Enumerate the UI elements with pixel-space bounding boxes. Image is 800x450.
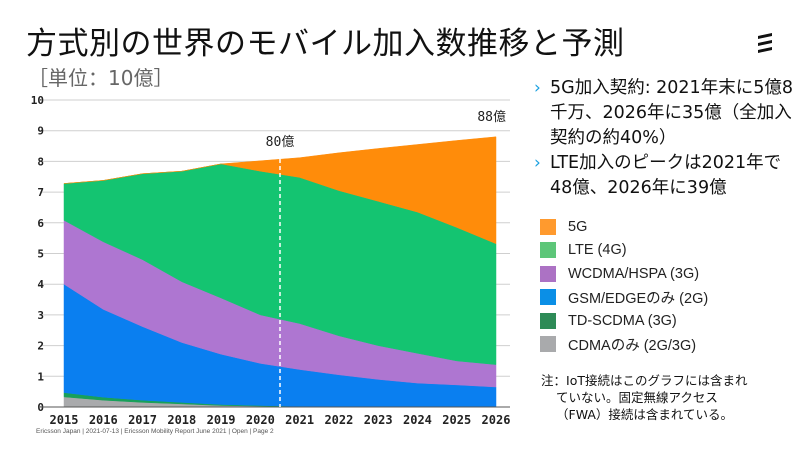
y-tick-label: 4 [37,278,44,291]
chart-legend: 5G LTE (4G) WCDMA/HSPA (3G) GSM/EDGEのみ (… [540,215,708,356]
legend-label: WCDMA/HSPA (3G) [568,265,700,282]
y-tick-label: 10 [31,94,44,107]
y-tick-label: 5 [37,248,44,261]
legend-item-5g: 5G [540,215,708,239]
annotation-88oku: 88億 [477,109,506,125]
legend-swatch [540,242,556,259]
legend-label: TD-SCDMA (3G) [568,312,677,329]
x-tick-label: 2026 [482,413,511,427]
x-tick-label: 2024 [403,413,432,427]
y-tick-label: 9 [37,125,44,138]
legend-swatch [540,289,556,306]
x-tick-label: 2016 [89,413,118,427]
y-tick-label: 1 [37,370,44,383]
x-tick-label: 2023 [364,413,393,427]
legend-item-tdscdma: TD-SCDMA (3G) [540,309,708,333]
footnote: 注：IoT接続はこのグラフには含まれ ていない。固定無線アクセス （FWA）接続… [541,372,791,423]
legend-item-gsm: GSM/EDGEのみ (2G) [540,286,708,310]
key-points: › 5G加入契約: 2021年末に5億8千万、2026年に35億（全加入契約の約… [532,76,794,201]
legend-swatch [540,336,556,353]
note-line: （FWA）接続は含まれている。 [556,407,734,422]
x-tick-label: 2025 [442,413,471,427]
slide-footer: Ericsson Japan | 2021-07-13 | Ericsson M… [36,428,274,435]
bullet-text: 5G加入契約: 2021年末に5億8千万、2026年に35億（全加入契約の約40… [550,78,793,148]
x-tick-label: 2020 [246,413,275,427]
x-tick-label: 2017 [128,413,157,427]
x-tick-label: 2022 [324,413,353,427]
legend-swatch [540,265,556,282]
note-line: IoT接続はこのグラフには含まれ [566,373,748,388]
chevron-right-icon: › [534,153,541,173]
y-tick-label: 6 [37,217,44,230]
legend-label: CDMAのみ (2G/3G) [568,337,697,354]
legend-label: GSM/EDGEのみ (2G) [568,290,709,307]
note-prefix: 注： [541,373,567,388]
bullet-text: LTE加入のピークは2021年で48億、2026年に39億 [550,153,782,198]
note-line: ていない。固定無線アクセス [556,390,718,405]
x-tick-label: 2021 [285,413,314,427]
legend-swatch [540,312,556,329]
legend-item-lte: LTE (4G) [540,239,708,263]
ericsson-logo-icon [758,33,772,53]
stacked-area-chart: 012345678910 201520162017201820192020202… [31,94,511,427]
annotation-80oku: 80億 [266,134,295,150]
x-tick-label: 2019 [207,413,236,427]
legend-item-cdma: CDMAのみ (2G/3G) [540,333,708,357]
bullet-lte: › LTE加入のピークは2021年で48億、2026年に39億 [532,151,794,201]
page-title: 方式別の世界のモバイル加入数推移と予測 [26,26,625,62]
chevron-right-icon: › [534,78,541,98]
y-tick-label: 3 [37,309,44,322]
y-tick-label: 7 [37,186,44,199]
legend-label: LTE (4G) [568,242,627,259]
legend-swatch [540,218,556,235]
legend-label: 5G [568,218,588,235]
x-axis-ticks: 2015 2016 2017 2018 2019 2020 2021 2022 2023 2024… [50,413,511,427]
bullet-5g: › 5G加入契約: 2021年末に5億8千万、2026年に35億（全加入契約の約… [532,76,794,151]
area-5g [63,136,497,245]
y-axis-ticks: 012345678910 [31,94,45,414]
x-tick-label: 2018 [167,413,196,427]
unit-label: ［単位：10億］ [28,66,174,90]
x-tick-label: 2015 [50,413,79,427]
y-tick-label: 2 [37,340,44,353]
y-tick-label: 8 [37,155,44,168]
legend-item-wcdma: WCDMA/HSPA (3G) [540,262,708,286]
